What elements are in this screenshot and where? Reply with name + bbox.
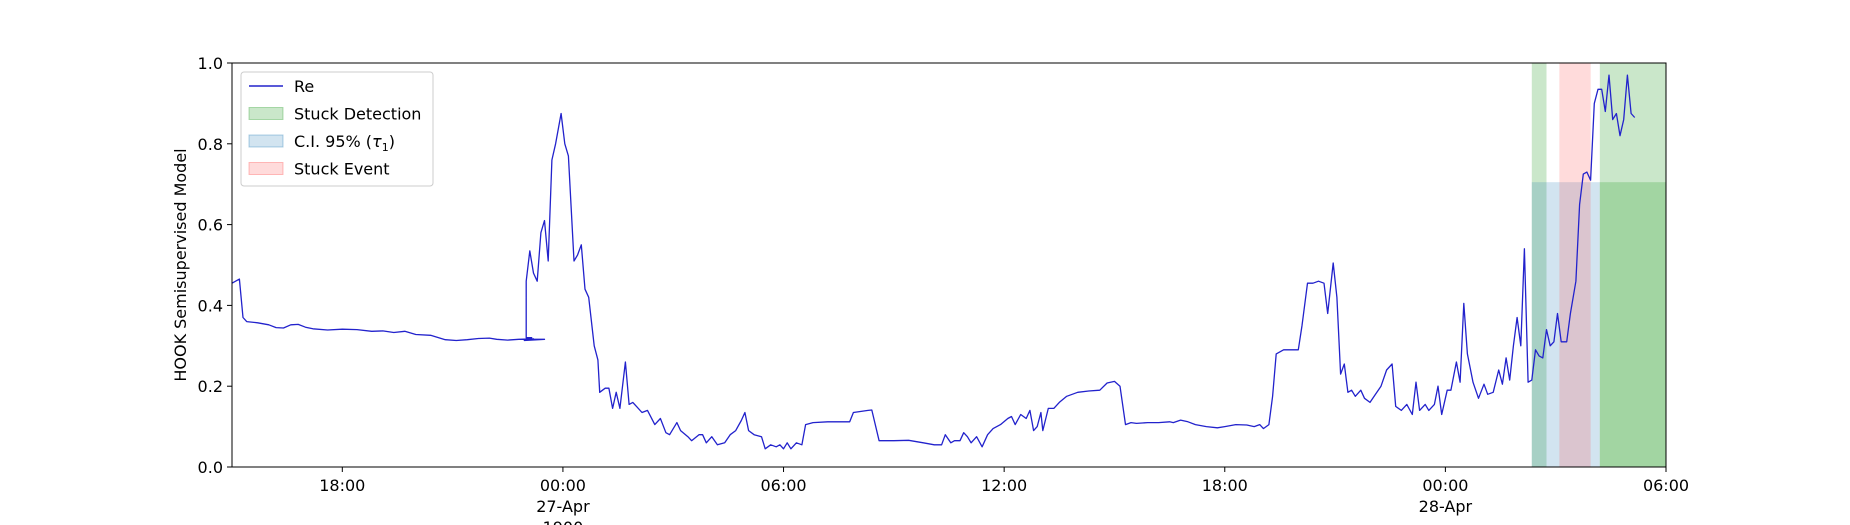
span-stuck-detection	[1599, 182, 1666, 467]
series-line-re	[231, 74, 1636, 450]
legend-label-stuck-event: Stuck Event	[294, 160, 390, 179]
span-stuck-event	[1559, 63, 1591, 467]
legend-label-re: Re	[294, 77, 314, 96]
x-tick-label: 18:00	[1202, 476, 1248, 495]
y-axis: 0.0 0.2 0.4 0.6 0.8 1.0	[198, 54, 232, 477]
legend-label-ci: C.I. 95% (τ1)	[294, 132, 395, 154]
y-tick-label: 0.6	[198, 216, 223, 235]
y-tick-label: 0.4	[198, 296, 223, 315]
legend-box	[240, 71, 434, 187]
span-ci	[1531, 182, 1600, 467]
highlight-spans	[1531, 63, 1666, 467]
y-tick-label: 0.0	[198, 458, 223, 477]
y-tick-label: 1.0	[198, 54, 223, 73]
x-tick-date-label: 28-Apr	[1419, 497, 1473, 516]
span-stuck-detection	[1531, 63, 1547, 467]
x-tick-label: 00:00	[540, 476, 586, 495]
legend: Re Stuck Detection C.I. 95% (τ1) Stuck Even…	[240, 71, 434, 187]
span-stuck-detection	[1599, 63, 1666, 467]
x-tick-label: 00:00	[1422, 476, 1468, 495]
y-tick-label: 0.8	[198, 135, 223, 154]
y-axis-label: HOOK Semisupervised Model	[171, 148, 190, 381]
x-tick-label: 06:00	[1643, 476, 1689, 495]
x-tick-date-label: 27-Apr	[536, 497, 590, 516]
legend-swatch-stuck-event	[248, 162, 284, 175]
x-tick-label: 06:00	[760, 476, 806, 495]
y-tick-label: 0.2	[198, 377, 223, 396]
legend-swatch-ci	[248, 134, 284, 148]
legend-label-stuck-detection: Stuck Detection	[294, 105, 421, 124]
x-axis: 18:00 00:00 27-Apr 1900 06:00 12:00 18:00 00:00…	[319, 467, 1689, 525]
x-tick-year-label: 1900	[543, 518, 584, 525]
x-tick-label: 12:00	[981, 476, 1027, 495]
axes-frame	[231, 62, 1667, 468]
series-layer	[231, 74, 1636, 450]
x-tick-label: 18:00	[319, 476, 365, 495]
legend-swatch-stuck-detection	[248, 107, 284, 120]
